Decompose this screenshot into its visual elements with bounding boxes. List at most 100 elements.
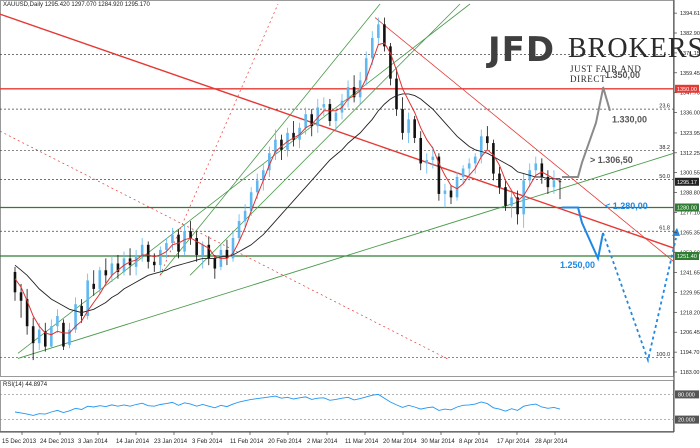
candle-down — [146, 244, 150, 262]
brand-tagline: JUST FAIR AND DIRECT — [570, 64, 642, 84]
candle-up — [249, 192, 253, 211]
x-tick-label: 20 Mar 2014 — [383, 439, 417, 445]
x-tick-label: 30 Mar 2014 — [421, 439, 455, 445]
candle-down — [310, 114, 314, 127]
projection-path — [602, 86, 611, 112]
candle-down — [13, 271, 17, 293]
y-tick-label: 1312.25 — [680, 151, 700, 157]
price-tag — [675, 177, 699, 186]
candle-down — [152, 261, 156, 266]
annotation-label: 1.330,00 — [612, 114, 647, 124]
y-tick-label: 1359.45 — [680, 71, 700, 77]
candle-up — [231, 238, 235, 259]
candle-down — [92, 283, 96, 289]
brand-logo: JFD BROKERS JUST FAIR AND DIRECT — [488, 30, 700, 84]
candle-down — [395, 78, 398, 110]
symbol-label: XAUUSD,Daily — [3, 2, 44, 8]
y-tick-label: 1347.70 — [680, 91, 700, 97]
candle-up — [183, 231, 186, 252]
candle-down — [19, 292, 23, 301]
channel-line — [17, 3, 471, 354]
chart-header: XAUUSD,Daily 1295.420 1297.070 1284.920 … — [3, 2, 150, 8]
projection-path — [562, 88, 604, 178]
candle-up — [243, 210, 247, 222]
candle-up — [74, 304, 77, 330]
y-tick-label: 1300.55 — [680, 171, 700, 177]
candle-up — [134, 254, 138, 267]
candle-down — [292, 132, 295, 140]
candle-up — [346, 87, 350, 101]
x-tick-label: 11 Feb 2014 — [230, 439, 264, 445]
candle-up — [37, 329, 41, 344]
candle-down — [419, 137, 423, 164]
candle-up — [171, 234, 174, 244]
candle-up — [268, 153, 271, 171]
forecast-path — [562, 206, 604, 262]
price-tag-label: 1295.17 — [677, 180, 697, 186]
price-tag — [675, 203, 699, 212]
candle-down — [213, 258, 217, 269]
y-tick-label: 1371.15 — [680, 51, 700, 57]
forecast-arrow-icon — [672, 227, 680, 236]
candle-up — [237, 221, 241, 239]
candle-up — [86, 280, 89, 317]
candle-up — [443, 190, 447, 194]
y-tick-label: 1229.95 — [680, 290, 700, 296]
candle-down — [389, 46, 392, 79]
y-tick-label: 1382.90 — [680, 31, 700, 37]
candle-up — [461, 168, 465, 177]
candle-up — [68, 329, 71, 345]
candle-down — [486, 136, 489, 144]
x-tick-label: 11 Mar 2014 — [345, 439, 379, 445]
candle-down — [558, 181, 562, 183]
candle-down — [504, 187, 507, 206]
candle-down — [80, 305, 83, 317]
candle-up — [364, 58, 368, 81]
y-tick-label: 1241.65 — [680, 271, 700, 277]
price-tag — [675, 252, 699, 261]
candle-up — [159, 249, 162, 266]
candle-down — [116, 263, 120, 272]
candle-up — [98, 270, 102, 289]
candle-up — [473, 156, 477, 164]
fib-label: 38.2 — [659, 145, 670, 151]
trend-line — [0, 13, 675, 249]
x-tick-label: 3 Feb 2014 — [192, 439, 223, 445]
y-tick-label: 1206.45 — [680, 330, 700, 336]
channel-line — [189, 3, 461, 276]
ohlc-values: 1295.420 1297.070 1284.920 1295.170 — [44, 2, 150, 8]
price-tag-label: 1280.00 — [677, 206, 697, 212]
candle-up — [140, 244, 144, 255]
x-tick-label: 8 Apr 2014 — [459, 439, 489, 445]
annotation-label: 1.250,00 — [560, 260, 595, 270]
candle-up — [467, 163, 471, 169]
candle-up — [56, 316, 59, 327]
candle-up — [431, 156, 435, 161]
candle-up — [455, 176, 459, 198]
x-tick-label: 23 Jan 2014 — [154, 439, 188, 445]
x-tick-label: 28 Apr 2014 — [535, 439, 568, 445]
price-tag — [675, 84, 699, 93]
annotation-label: < 1.280,00 — [605, 201, 648, 211]
candle-up — [358, 80, 362, 98]
y-tick-label: 1277.10 — [680, 210, 700, 216]
candle-down — [437, 156, 441, 194]
x-tick-label: 2 Mar 2014 — [307, 439, 338, 445]
rsi-label: RSI(14) 44.8974 — [3, 382, 48, 388]
candle-down — [225, 249, 229, 259]
ma-slow-line — [14, 93, 560, 314]
candle-down — [546, 176, 550, 188]
candle-down — [189, 231, 192, 239]
x-tick-label: 17 Apr 2014 — [497, 439, 530, 445]
candle-down — [62, 322, 65, 347]
candle-down — [498, 173, 501, 188]
candle-down — [31, 326, 35, 344]
brand-name-bold: JFD — [488, 30, 556, 70]
forecast-path — [602, 232, 677, 364]
candle-down — [207, 244, 211, 259]
candle-up — [522, 180, 525, 215]
candle-up — [255, 180, 259, 193]
candle-up — [322, 104, 326, 108]
trend-line — [159, 3, 279, 276]
candle-up — [110, 263, 114, 276]
